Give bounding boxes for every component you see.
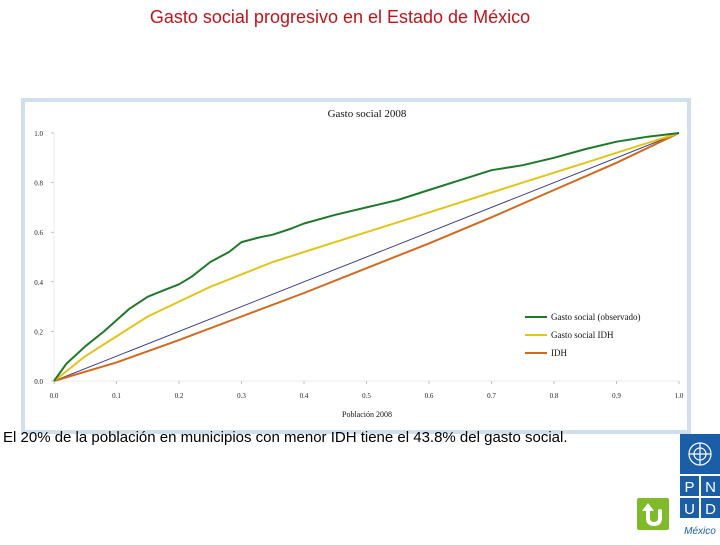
legend-label: IDH [551, 348, 567, 358]
logo-tile-u [680, 498, 699, 518]
x-tick-label: 0.5 [362, 392, 371, 400]
x-tick-label: 0.0 [50, 392, 59, 400]
x-tick-label: 0.1 [112, 392, 121, 400]
u-turn-arrow-icon [642, 503, 662, 527]
chart-frame: 0.0 0.2 0.4 0.6 0.8 1.0 0.0 0.1 0.2 0.3 0.4 0.5 0.6 0… [21, 98, 691, 434]
y-tick-label: 0.8 [34, 180, 43, 188]
logo-letter-p: P [684, 479, 694, 496]
x-tick-label: 0.8 [550, 392, 559, 400]
back-button[interactable] [637, 498, 669, 530]
x-tick-label: 0.2 [175, 392, 184, 400]
y-tick-label: 0.0 [34, 378, 43, 386]
chart-title: Gasto social 2008 [328, 108, 407, 120]
series-line-idh [53, 132, 680, 382]
logo-tile-d [701, 498, 720, 518]
slide-title: Gasto social progresivo en el Estado de … [149, 7, 531, 27]
y-tick-label: 0.4 [34, 279, 43, 287]
legend-label: Gasto social (observado) [551, 312, 640, 322]
logo-tile-p [680, 476, 699, 496]
series-line-igualdad [53, 132, 680, 382]
y-tick-label: 0.6 [34, 229, 43, 237]
series-line-gasto-social-idh [53, 132, 680, 382]
x-axis-label: Población 2008 [342, 410, 392, 419]
legend-label: Gasto social IDH [551, 330, 614, 340]
y-tick-label: 1.0 [34, 130, 43, 138]
un-emblem-icon [688, 442, 712, 466]
plot-background [25, 102, 687, 430]
logo-letter-d: D [705, 501, 716, 518]
x-tick-label: 1.0 [675, 392, 684, 400]
pnud-logo: P N U D México [674, 434, 720, 540]
logo-letter-n: N [705, 479, 716, 496]
x-tick-label: 0.4 [300, 392, 309, 400]
x-tick-label: 0.6 [425, 392, 434, 400]
x-tick-label: 0.9 [612, 392, 621, 400]
x-tick-label: 0.3 [237, 392, 246, 400]
line-chart: 0.0 0.2 0.4 0.6 0.8 1.0 0.0 0.1 0.2 0.3 0.4 0.5 0.6 0… [25, 102, 687, 430]
logo-letter-u: U [684, 501, 695, 518]
chart-legend: Gasto social (observado) Gasto social IDH… [525, 312, 640, 358]
y-tick-label: 0.2 [34, 328, 43, 336]
logo-country: México [684, 526, 716, 537]
x-tick-label: 0.7 [487, 392, 496, 400]
series-line-gasto-social-observado [53, 132, 680, 382]
logo-tile-n [701, 476, 720, 496]
caption-text: El 20% de la población en municipios con… [3, 429, 568, 446]
